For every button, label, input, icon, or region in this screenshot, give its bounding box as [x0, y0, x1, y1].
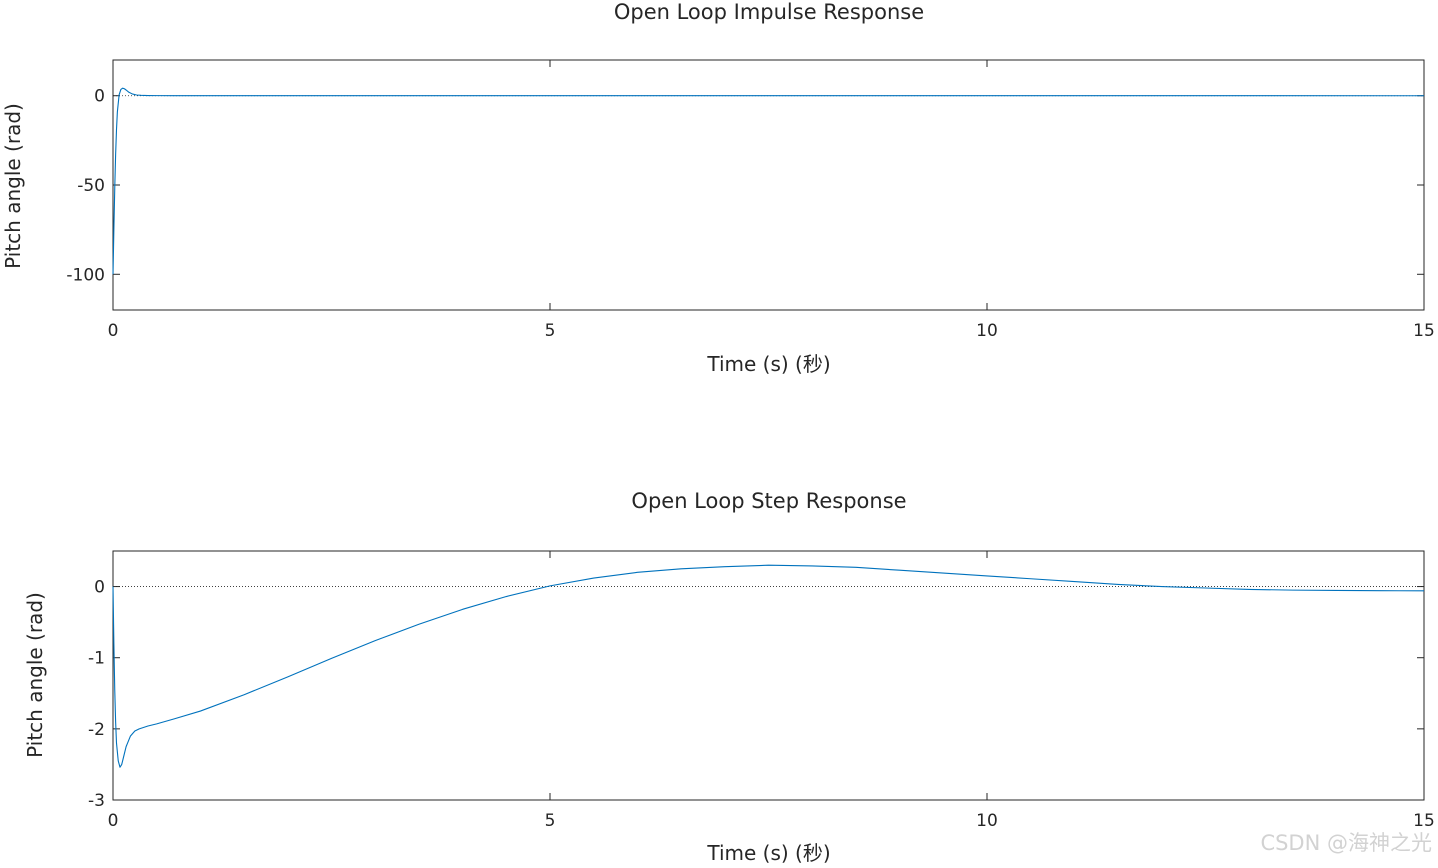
series-group [112, 87, 1425, 275]
y-tick-label: -50 [77, 176, 105, 196]
plot-area [112, 59, 1425, 311]
chart-title: Open Loop Impulse Response [614, 0, 924, 24]
axis-ticks: 0 5 10 15 -100 -50 0 [66, 60, 1435, 341]
watermark-text: CSDN @海神之光 [1260, 831, 1432, 855]
x-tick-label: 15 [1413, 811, 1435, 831]
y-axis-label: Pitch angle (rad) [1, 103, 25, 269]
y-tick-label: 0 [94, 87, 105, 107]
axis-ticks: 0 5 10 15 -3 -2 -1 0 [88, 551, 1435, 831]
y-tick-label: -3 [88, 791, 105, 811]
plot-area [112, 550, 1425, 801]
x-tick-label: 5 [545, 321, 556, 341]
y-tick-label: -100 [66, 265, 105, 285]
x-tick-label: 10 [976, 811, 998, 831]
x-tick-label: 15 [1413, 321, 1435, 341]
x-tick-label: 10 [976, 321, 998, 341]
x-axis-label: Time (s) (秒) [706, 352, 830, 376]
chart-title: Open Loop Step Response [631, 489, 906, 513]
x-tick-label: 0 [108, 321, 119, 341]
series-line [112, 564, 1425, 768]
y-tick-label: 0 [94, 578, 105, 598]
y-axis-label: Pitch angle (rad) [23, 592, 47, 758]
x-tick-label: 5 [545, 811, 556, 831]
series-line [112, 87, 1425, 275]
y-tick-label: -2 [88, 720, 105, 740]
y-tick-label: -1 [88, 649, 105, 669]
impulse-response-panel: Open Loop Impulse Response 0 5 10 15 -100 -50… [1, 0, 1435, 376]
x-tick-label: 0 [108, 811, 119, 831]
series-group [112, 564, 1425, 768]
x-axis-label: Time (s) (秒) [706, 841, 830, 865]
step-response-panel: Open Loop Step Response 0 5 10 15 -3 -2 -1 0 Ti… [23, 489, 1435, 865]
